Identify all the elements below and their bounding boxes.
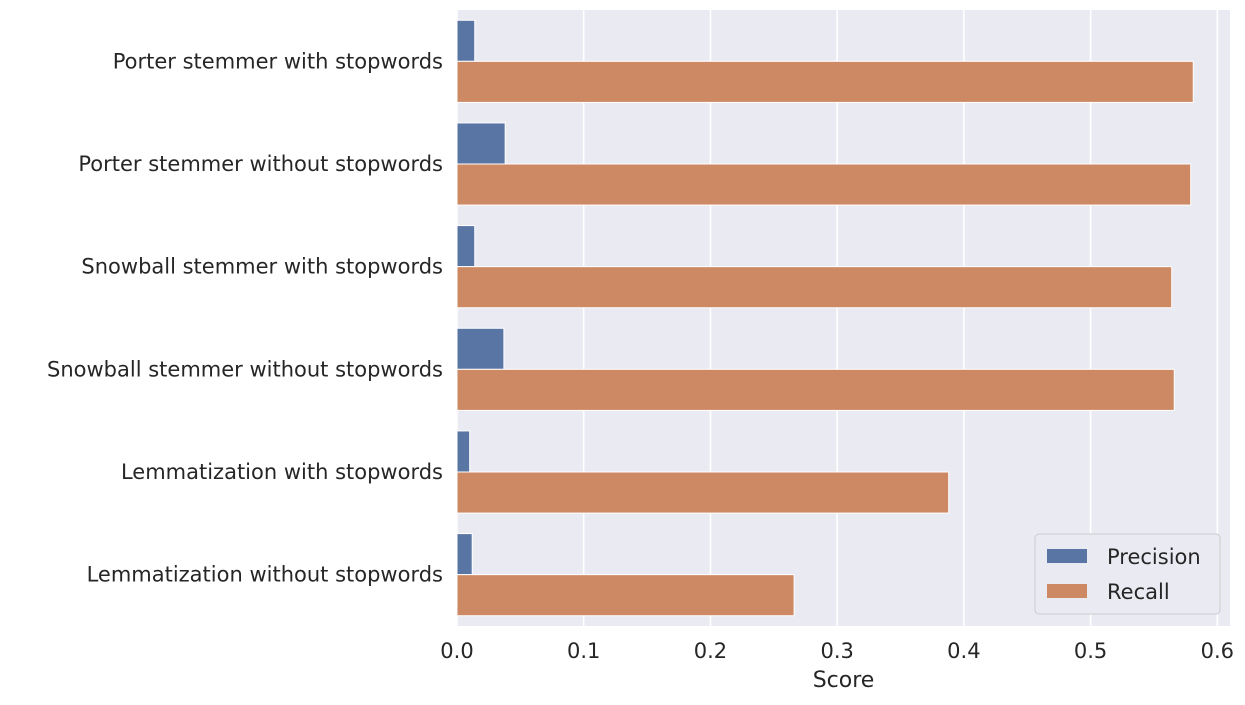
y-category-label: Porter stemmer with stopwords	[113, 49, 443, 73]
bars	[456, 19, 1194, 617]
bar-precision	[456, 430, 471, 473]
bar-recall	[456, 471, 950, 514]
x-tick-label: 0.5	[1074, 639, 1107, 663]
x-tick-label: 0.2	[694, 639, 727, 663]
x-axis-ticks: 0.0 0.1 0.2 0.3 0.4 0.5 0.6	[440, 639, 1234, 663]
bar-recall	[456, 163, 1192, 206]
bar-precision	[456, 19, 476, 62]
bar-recall	[456, 266, 1173, 309]
bar-precision	[456, 327, 505, 370]
x-tick-label: 0.4	[947, 639, 980, 663]
y-axis-category-labels: Porter stemmer with stopwords Porter stem…	[47, 49, 443, 586]
y-category-label: Snowball stemmer with stopwords	[81, 255, 443, 279]
legend: Precision Recall	[1034, 533, 1221, 615]
x-axis-title: Score	[813, 668, 875, 693]
y-category-label: Porter stemmer without stopwords	[78, 152, 443, 176]
bar-precision	[456, 533, 473, 576]
x-tick-label: 0.6	[1201, 639, 1234, 663]
y-category-label: Lemmatization with stopwords	[121, 460, 443, 484]
bar-recall	[456, 574, 795, 617]
legend-swatch-precision	[1047, 549, 1087, 563]
y-category-label: Lemmatization without stopwords	[87, 563, 443, 587]
bar-recall	[456, 60, 1194, 103]
legend-label-precision: Precision	[1107, 545, 1201, 569]
legend-swatch-recall	[1047, 584, 1087, 598]
bar-precision	[456, 122, 506, 165]
bar-precision	[456, 225, 476, 268]
plot-background	[457, 10, 1230, 626]
x-tick-label: 0.0	[440, 639, 473, 663]
grid-lines	[456, 10, 1219, 626]
x-tick-label: 0.1	[567, 639, 600, 663]
bar-recall	[456, 368, 1175, 411]
x-tick-label: 0.3	[820, 639, 853, 663]
y-category-label: Snowball stemmer without stopwords	[47, 357, 443, 381]
legend-label-recall: Recall	[1107, 580, 1170, 604]
